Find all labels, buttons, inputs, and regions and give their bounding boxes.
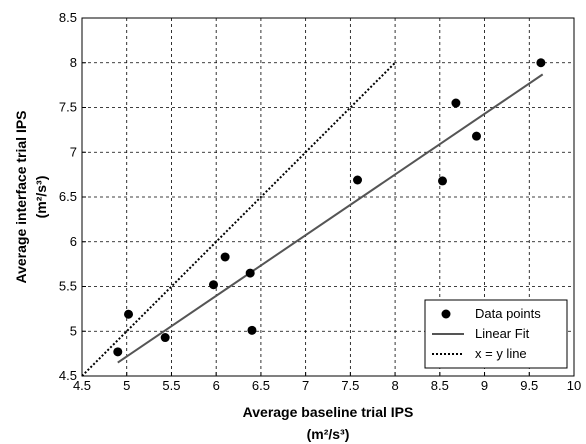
- linear-fit-line: [117, 73, 544, 364]
- y-tick-label: 5.5: [59, 279, 77, 294]
- data-point: [124, 309, 134, 319]
- data-point: [353, 175, 363, 185]
- x-tick-label: 5: [123, 378, 130, 393]
- x-y-line-line: [81, 62, 396, 377]
- y-tick-label: 8.5: [59, 10, 77, 25]
- legend: Data points Linear Fit x = y line: [424, 299, 568, 369]
- legend-label-linear-fit: Linear Fit: [475, 326, 530, 341]
- y-axis-ticks: 4.5 5 5.5 6 6.5 7 7.5 8 8.5: [59, 10, 86, 383]
- data-point: [438, 176, 448, 186]
- x-tick-label: 7.5: [341, 378, 359, 393]
- x-tick-label: 9: [481, 378, 488, 393]
- y-axis-title: Average interface trial IPS: [13, 110, 29, 283]
- data-point: [208, 280, 218, 290]
- x-tick-label: 7: [302, 378, 309, 393]
- x-tick-label: 8: [391, 378, 398, 393]
- x-tick-label: 5.5: [162, 378, 180, 393]
- x-axis-ticks: 4.5 5 5.5 6 6.5 7 7.5 8 8.5 9 9.5 10: [73, 372, 581, 393]
- legend-label-data-points: Data points: [475, 306, 541, 321]
- data-point: [451, 98, 461, 108]
- y-tick-label: 5: [70, 323, 77, 338]
- y-tick-label: 6.5: [59, 189, 77, 204]
- y-tick-label: 7: [70, 144, 77, 159]
- legend-marker-data-points: [441, 309, 451, 319]
- data-point: [220, 252, 230, 262]
- data-point: [247, 325, 257, 335]
- y-tick-label: 8: [70, 55, 77, 70]
- data-point: [113, 347, 123, 357]
- x-tick-label: 8.5: [431, 378, 449, 393]
- y-tick-label: 4.5: [59, 368, 77, 383]
- x-tick-label: 9.5: [520, 378, 538, 393]
- grid: [82, 18, 574, 376]
- data-point: [536, 58, 546, 68]
- x-tick-label: 6.5: [252, 378, 270, 393]
- x-tick-label: 4.5: [73, 378, 91, 393]
- y-axis-units: (m²/s³): [33, 176, 49, 219]
- y-tick-label: 7.5: [59, 100, 77, 115]
- x-axis-units: (m²/s³): [307, 426, 350, 442]
- legend-label-x-equals-y: x = y line: [475, 346, 527, 361]
- data-point: [471, 131, 481, 141]
- data-point: [245, 268, 255, 278]
- x-tick-label: 6: [213, 378, 220, 393]
- series-layer: [81, 58, 546, 377]
- y-tick-label: 6: [70, 234, 77, 249]
- data-point: [160, 333, 170, 343]
- x-axis-title: Average baseline trial IPS: [243, 404, 414, 420]
- x-tick-label: 10: [567, 378, 581, 393]
